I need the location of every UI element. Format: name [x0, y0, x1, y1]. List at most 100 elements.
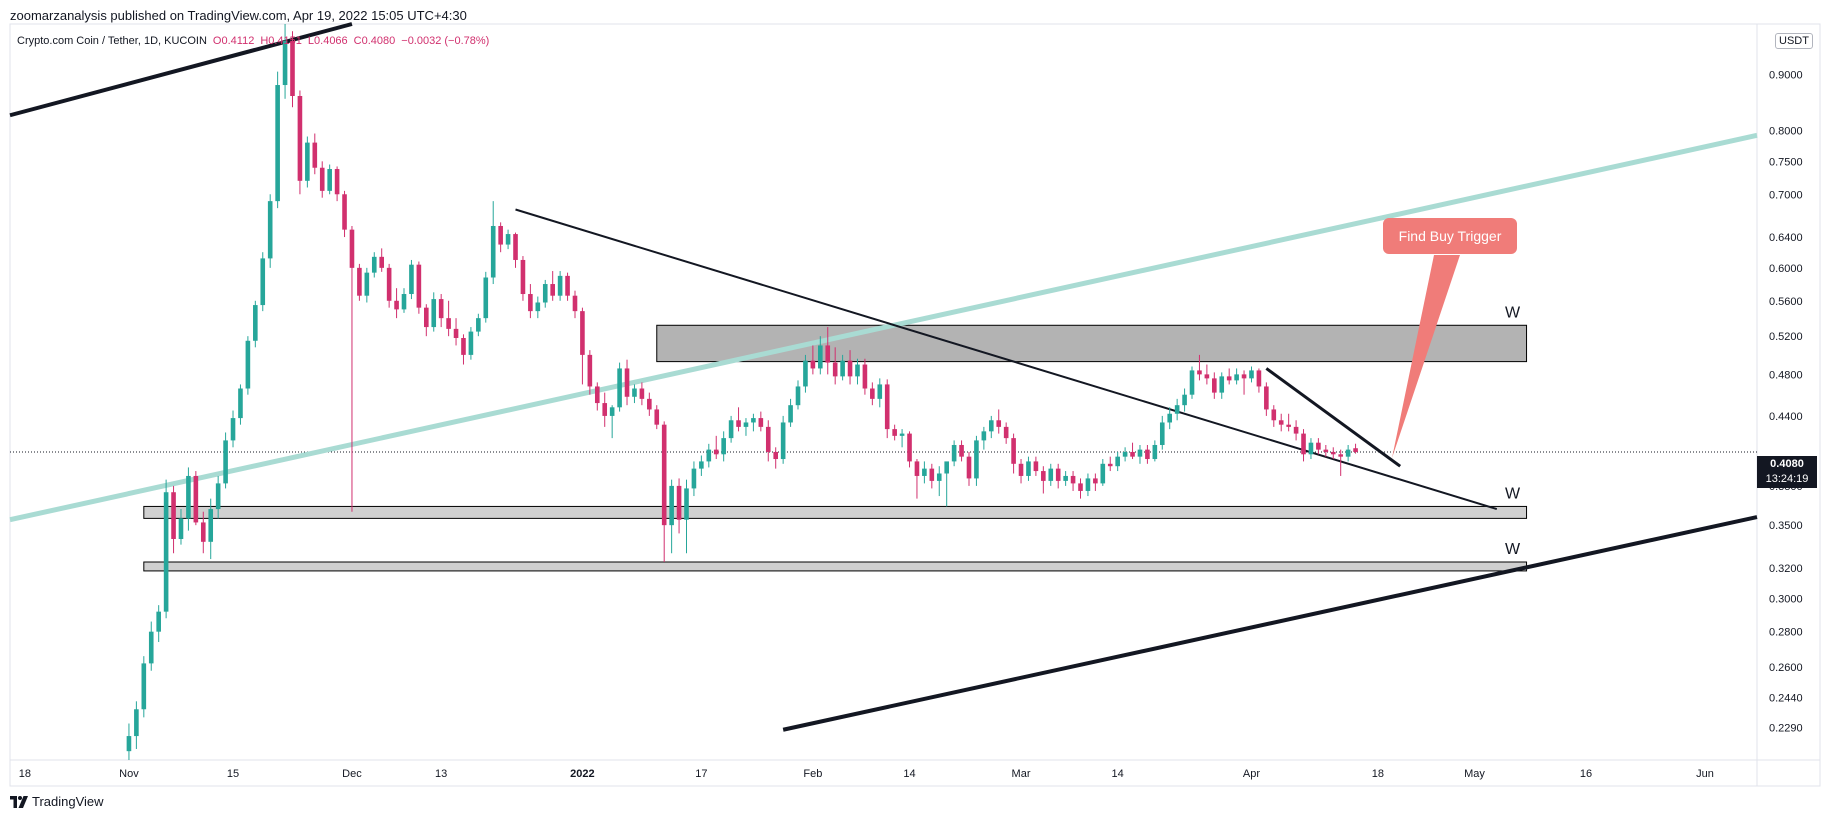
candle-body: [364, 272, 370, 296]
candle-body: [238, 388, 243, 419]
candle-body: [1122, 451, 1128, 457]
candle-body: [847, 360, 853, 377]
candle-body: [892, 429, 897, 436]
candle-body: [178, 518, 184, 539]
time-tick-label: 15: [227, 768, 239, 780]
callout[interactable]: Find Buy Trigger: [1383, 218, 1517, 458]
candle-body: [186, 475, 191, 519]
candle-body: [1130, 451, 1135, 457]
price-tick-label: 0.2800: [1769, 627, 1803, 639]
candle-body: [290, 41, 295, 96]
callout-box[interactable]: [1383, 218, 1517, 254]
price-tick-label: 0.7500: [1769, 156, 1803, 168]
candle-body: [602, 403, 608, 416]
price-tick-label: 0.2440: [1769, 692, 1803, 704]
candle-body: [587, 354, 593, 387]
candle-body: [215, 483, 221, 510]
candle-body: [639, 388, 645, 399]
price-tick-label: 0.4400: [1769, 411, 1803, 423]
candle-body: [788, 405, 793, 423]
symbol-name[interactable]: Crypto.com Coin / Tether, 1D, KUCOIN: [17, 35, 207, 47]
candle-body: [327, 169, 332, 191]
candle-body: [1115, 456, 1120, 467]
zone-labels: W W W: [1505, 304, 1521, 558]
zone-2[interactable]: [143, 505, 1528, 519]
footer-brand-text: TradingView: [32, 794, 104, 809]
candle-body: [208, 509, 214, 542]
low-value: L0.4066: [307, 35, 348, 47]
currency-badge[interactable]: USDT: [1775, 33, 1813, 49]
candle-body: [282, 41, 288, 86]
price-tick-label: 0.6000: [1769, 263, 1803, 275]
candle-body: [706, 449, 712, 462]
candle-body: [424, 307, 429, 328]
time-tick-label: 16: [1580, 768, 1592, 780]
candle-body: [1330, 451, 1336, 455]
candle-body: [394, 300, 399, 310]
candle-body: [200, 522, 206, 542]
zone-1[interactable]: [656, 324, 1528, 363]
candle-body: [1323, 449, 1329, 452]
candle-body: [1353, 448, 1358, 452]
candle-body: [461, 338, 466, 355]
candle-body: [557, 275, 563, 296]
candle-body: [691, 468, 697, 489]
trendline-wedge[interactable]: [1265, 367, 1402, 468]
candle-body: [446, 318, 451, 329]
footer-brand[interactable]: TradingView: [10, 794, 104, 809]
candle-body: [312, 142, 318, 168]
candle-body: [907, 433, 912, 462]
candle-body: [438, 299, 444, 319]
candle-body: [371, 256, 377, 273]
candle-body: [476, 318, 481, 332]
time-axis[interactable]: 18 Nov 15 Dec 13 2022 17 Feb 14 Mar 14 Apr 18 May 16 Ju…: [19, 768, 1714, 780]
candle-body: [275, 85, 280, 202]
candle-body: [230, 418, 236, 441]
candle-body: [334, 169, 340, 195]
callout-text: Find Buy Trigger: [1399, 228, 1502, 244]
candle-body: [743, 422, 749, 427]
time-tick-label: 14: [903, 768, 915, 780]
candle-body: [498, 225, 503, 245]
candle-body: [661, 424, 667, 526]
candle-body: [409, 264, 414, 295]
time-tick-label: Feb: [803, 768, 822, 780]
zone-label-1: W: [1505, 304, 1521, 321]
candle-body: [416, 264, 422, 308]
candle-body: [528, 294, 533, 312]
trendline-teal-diagonal[interactable]: [9, 132, 1758, 523]
candle-body: [401, 294, 407, 310]
trendline-descending[interactable]: [515, 208, 1498, 511]
candle-body: [594, 386, 600, 404]
candle-body: [929, 468, 935, 481]
candle-body: [803, 360, 808, 387]
candle-body: [721, 438, 726, 455]
candle-body: [349, 229, 355, 268]
candle-body: [1204, 374, 1210, 379]
candle-body: [751, 418, 756, 423]
candle-body: [535, 302, 541, 312]
candle-body: [520, 259, 526, 295]
trendline-channel-bottom[interactable]: [782, 515, 1758, 732]
candle-body: [974, 440, 979, 479]
price-tick-label: 0.3200: [1769, 563, 1803, 575]
price-tick-label: 0.2600: [1769, 662, 1803, 674]
candle-body: [632, 388, 637, 397]
candle-body: [1219, 376, 1225, 393]
candle-body: [624, 368, 630, 397]
candle-body: [914, 461, 920, 476]
candle-body: [951, 444, 957, 462]
candle-body: [245, 340, 251, 389]
candle-body: [1271, 409, 1277, 421]
candle-body: [1264, 386, 1269, 410]
time-tick-label: Jun: [1696, 768, 1714, 780]
zone-3[interactable]: [143, 561, 1528, 572]
candle-body: [699, 461, 704, 469]
price-tick-label: 0.3000: [1769, 594, 1803, 606]
candle-body: [550, 284, 555, 296]
trendline-channel-top[interactable]: [9, 22, 353, 118]
price-axis[interactable]: 0.9000 0.8000 0.7500 0.7000 0.6400 0.6000 0.56…: [1769, 69, 1803, 734]
candle-body: [490, 225, 496, 278]
price-tick-label: 0.2290: [1769, 723, 1803, 735]
